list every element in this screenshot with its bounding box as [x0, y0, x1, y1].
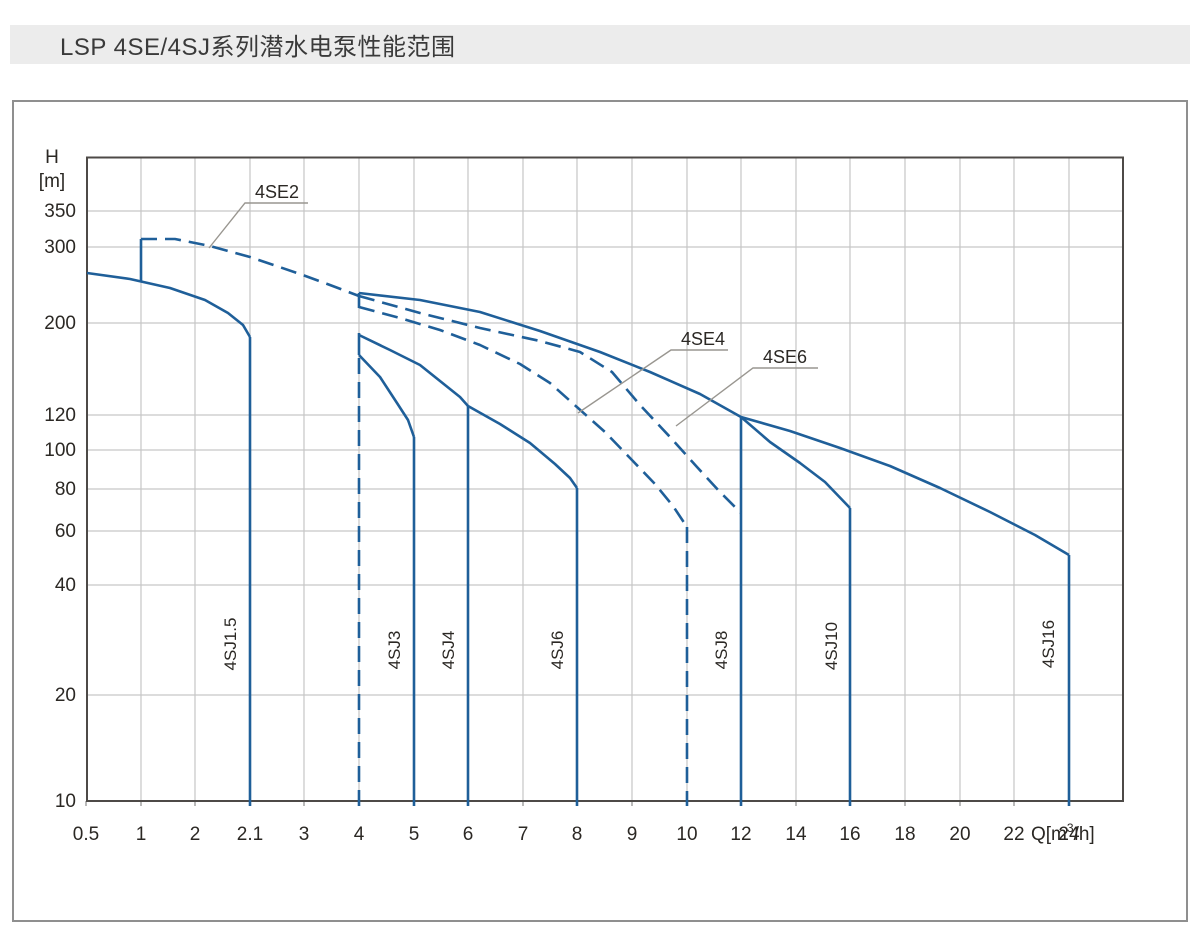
- y-axis-label: H: [45, 147, 59, 168]
- x-tick-label-9: 9: [627, 824, 638, 845]
- curve-4SE2: [141, 237, 360, 298]
- curve-4SJ1.5: [86, 271, 252, 338]
- x-tick-label-2.1: 2.1: [237, 824, 263, 845]
- pump-label-4SJ8: 4SJ8: [712, 631, 731, 670]
- y-tick-label-120: 120: [44, 405, 76, 426]
- curve-4SJ16: [740, 415, 1070, 557]
- x-tick-label-20: 20: [949, 824, 970, 845]
- x-tick-label-10: 10: [676, 824, 697, 845]
- plot-border: [86, 156, 1124, 802]
- x-tick-label-24: 24: [1058, 824, 1080, 845]
- callout-label-4SE4: 4SE4: [681, 329, 725, 349]
- pump-label-4SJ6: 4SJ6: [548, 631, 567, 670]
- pump-label-4SJ1.5: 4SJ1.5: [221, 618, 240, 671]
- x-tick-label-18: 18: [894, 824, 915, 845]
- callout-leader-4SE2: [208, 202, 308, 249]
- curve-4SJ8: [358, 291, 742, 419]
- pump-label-4SJ4: 4SJ4: [439, 631, 458, 670]
- x-tick-label-14: 14: [785, 824, 807, 845]
- y-tick-label-350: 350: [44, 201, 76, 222]
- y-tick-label-40: 40: [55, 575, 76, 596]
- x-tick-label-5: 5: [409, 824, 420, 845]
- x-tick-label-16: 16: [839, 824, 860, 845]
- curve-4SJ10: [740, 416, 851, 509]
- y-tick-label-200: 200: [44, 313, 76, 334]
- x-tick-label-12: 12: [730, 824, 751, 845]
- callout-leader-4SE6: [675, 367, 818, 427]
- curve-4SJ4: [358, 333, 469, 407]
- curve-4SE4: [358, 305, 689, 528]
- y-tick-label-80: 80: [55, 479, 76, 500]
- callout-leader-4SE4: [577, 349, 728, 414]
- x-tick-label-22: 22: [1003, 824, 1024, 845]
- callout-label-4SE6: 4SE6: [763, 347, 807, 367]
- x-tick-label-2: 2: [190, 824, 201, 845]
- callout-label-4SE2: 4SE2: [255, 182, 299, 202]
- x-tick-label-0.5: 0.5: [73, 824, 99, 845]
- y-tick-label-100: 100: [44, 440, 76, 461]
- x-axis-unit: Q[m3/h]: [1031, 821, 1095, 845]
- x-tick-label-6: 6: [463, 824, 474, 845]
- y-axis-unit: [m]: [39, 171, 65, 192]
- title-bar: LSP 4SE/4SJ系列潜水电泵性能范围: [10, 25, 1190, 64]
- y-tick-label-20: 20: [55, 685, 76, 706]
- x-tick-label-1: 1: [136, 824, 147, 845]
- chart-panel: [12, 100, 1188, 922]
- x-tick-label-7: 7: [518, 824, 529, 845]
- curve-4SJ3: [358, 354, 416, 438]
- pump-label-4SJ16: 4SJ16: [1039, 620, 1058, 668]
- x-tick-label-3: 3: [299, 824, 310, 845]
- y-tick-label-60: 60: [55, 521, 76, 542]
- pump-label-4SJ3: 4SJ3: [385, 631, 404, 670]
- pump-label-4SJ10: 4SJ10: [822, 622, 841, 670]
- y-tick-label-10: 10: [55, 791, 76, 812]
- curve-4SJ6: [467, 404, 579, 489]
- y-tick-label-300: 300: [44, 237, 76, 258]
- x-tick-label-8: 8: [572, 824, 583, 845]
- x-tick-label-4: 4: [354, 824, 365, 845]
- page-title: LSP 4SE/4SJ系列潜水电泵性能范围: [60, 34, 456, 61]
- curve-4SE6: [358, 294, 742, 514]
